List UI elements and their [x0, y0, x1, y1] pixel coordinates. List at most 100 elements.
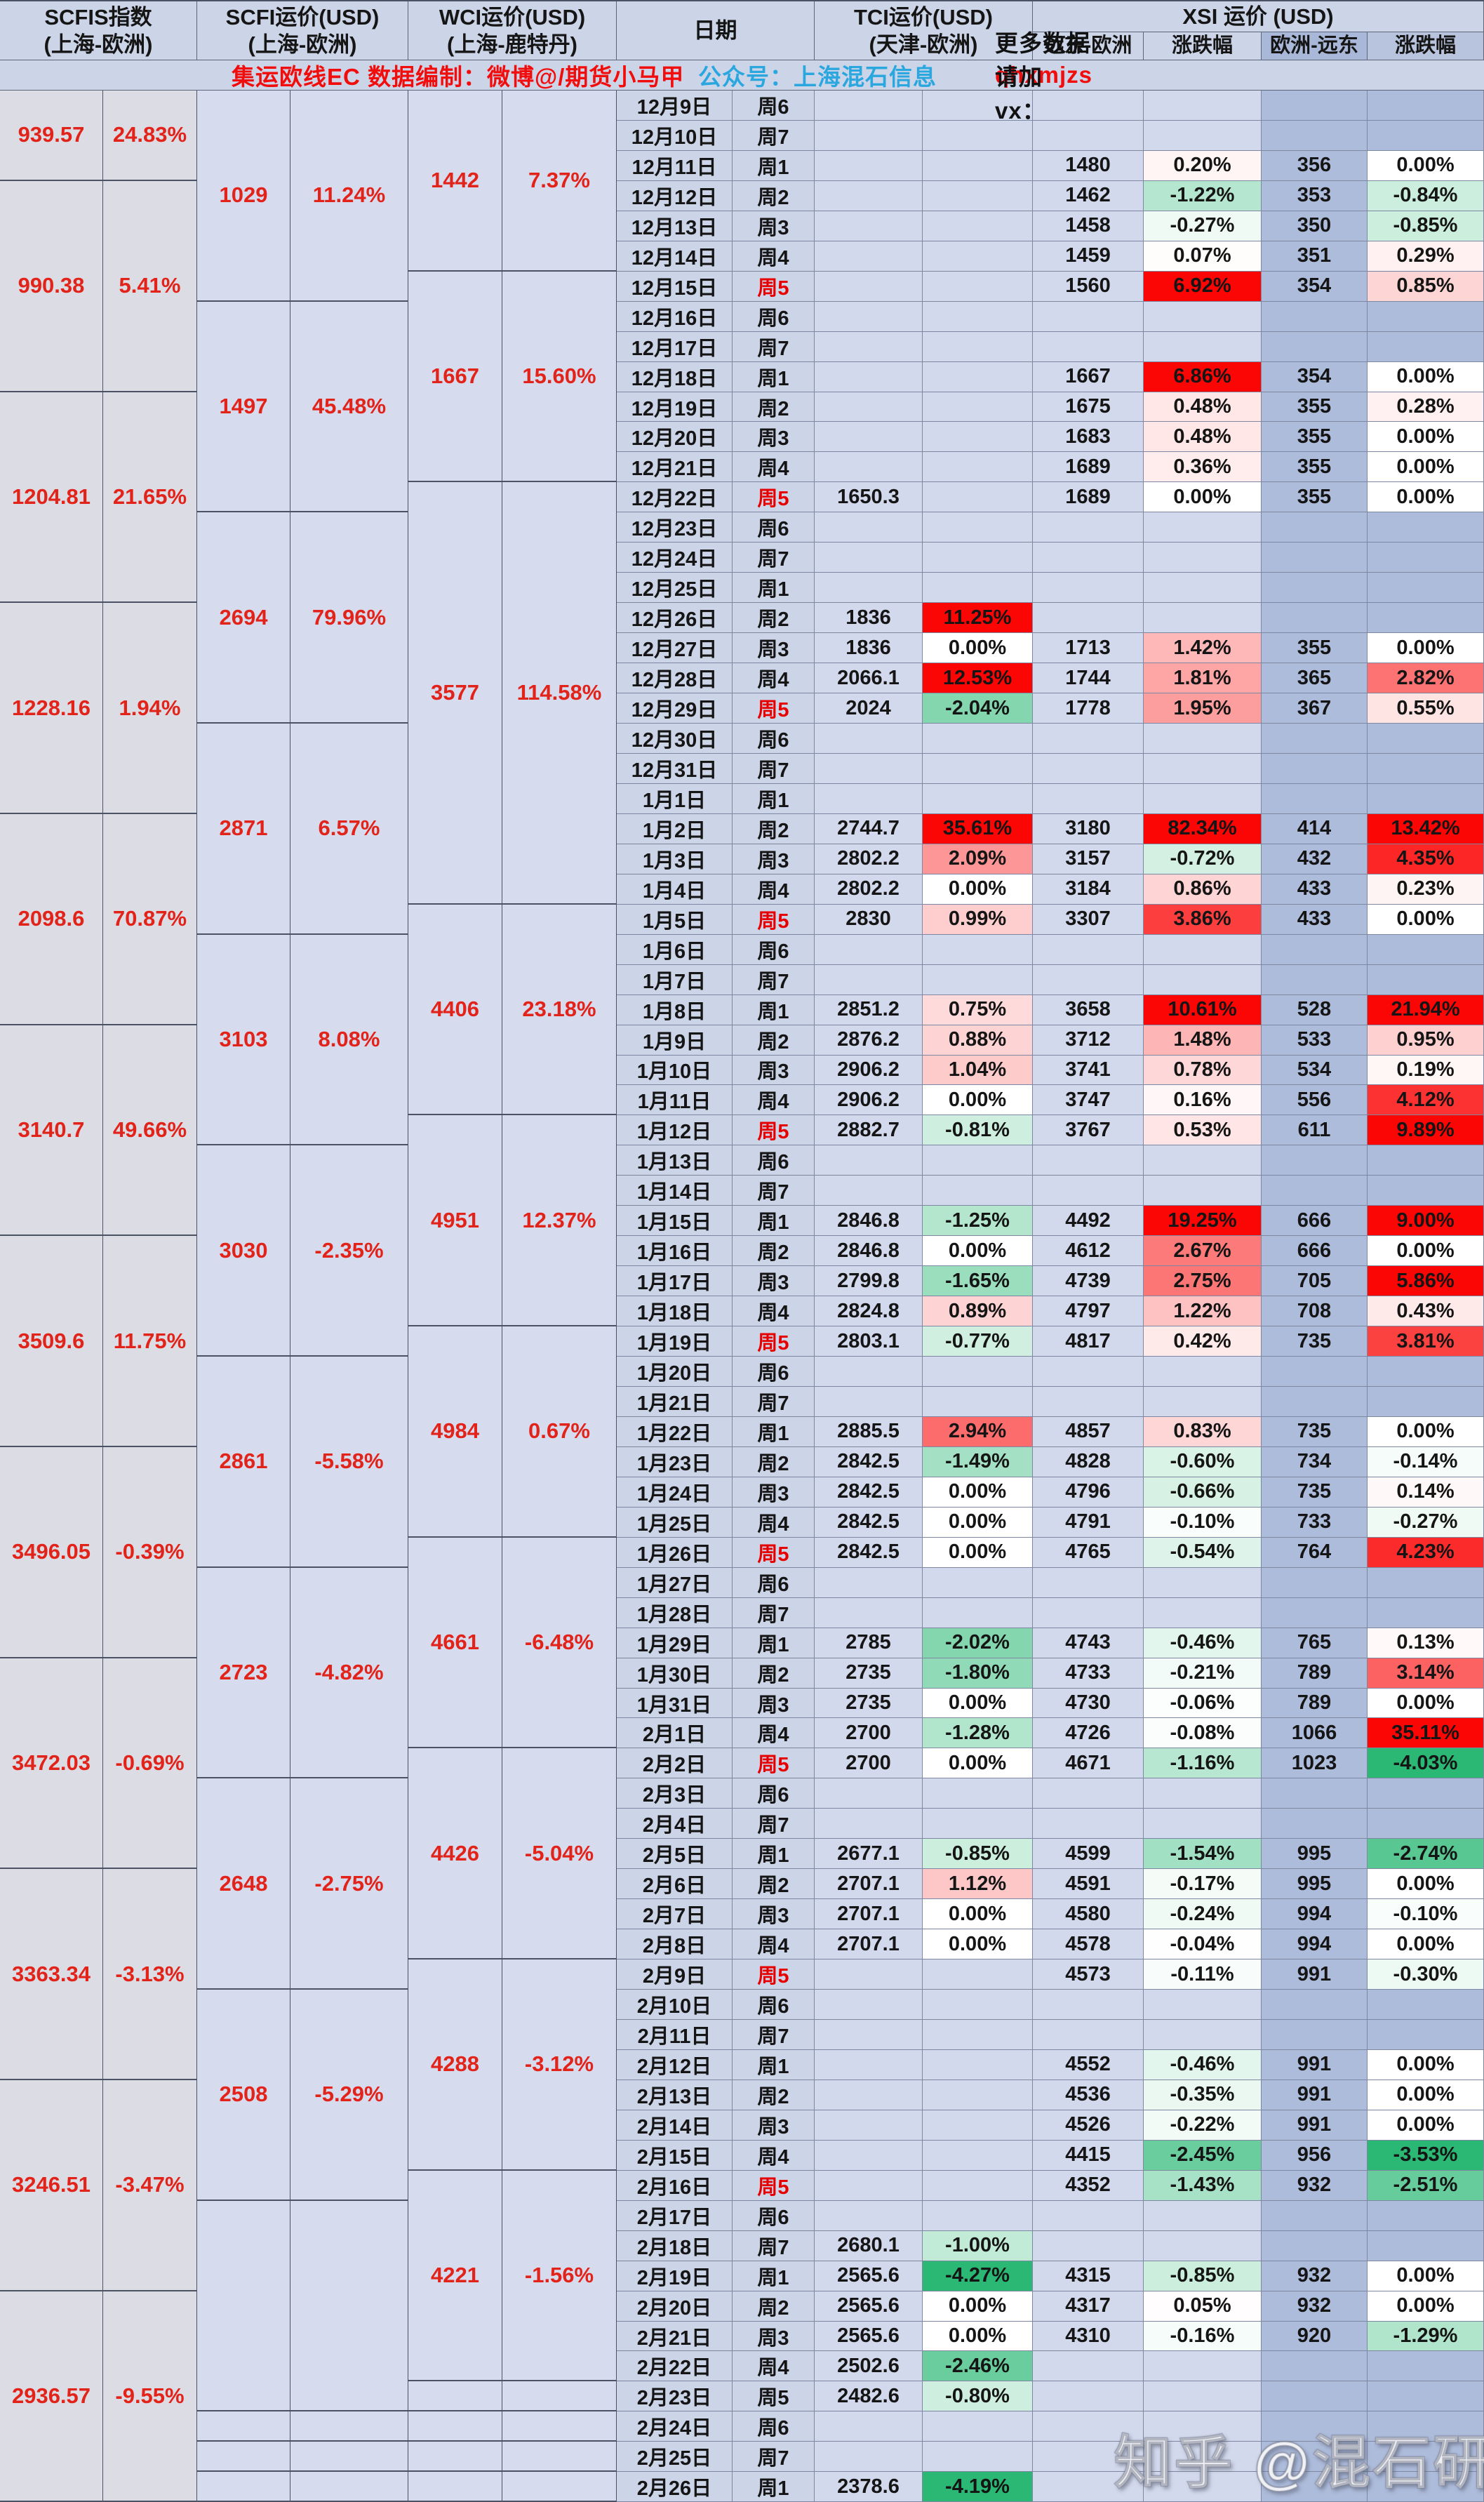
- xsi-fe-eu-pct: -0.46%: [1144, 2049, 1262, 2080]
- xsi-eu-fe-value: 705: [1262, 1266, 1368, 1297]
- xsi-fe-eu-pct: [1144, 301, 1262, 332]
- xsi-fe-eu-pct: [1144, 2020, 1262, 2050]
- scfis-pct: 49.66%: [103, 1025, 197, 1237]
- tci-value: 2830: [815, 904, 923, 935]
- xsi-eu-fe-pct: 0.00%: [1368, 633, 1484, 664]
- tci-pct: [923, 331, 1033, 362]
- xsi-fe-eu-pct: [1144, 783, 1262, 814]
- xsi-fe-eu-value: [1033, 91, 1144, 121]
- xsi-eu-fe-value: 666: [1262, 1206, 1368, 1237]
- tci-value: [815, 543, 923, 573]
- xsi-eu-fe-value: 991: [1262, 2049, 1368, 2080]
- xsi-eu-fe-value: 353: [1262, 180, 1368, 211]
- scfis-pct: -3.47%: [103, 2080, 197, 2291]
- xsi-fe-eu-value: [1033, 2472, 1144, 2502]
- weekday-cell: 周7: [733, 1386, 815, 1417]
- xsi-eu-fe-pct: 0.00%: [1368, 422, 1484, 453]
- tci-value: [815, 301, 923, 332]
- wci-value: [408, 2442, 502, 2473]
- scfis-pct: -0.39%: [103, 1446, 197, 1658]
- xsi-fe-eu-pct: -1.16%: [1144, 1748, 1262, 1779]
- tci-pct: -1.80%: [923, 1658, 1033, 1689]
- xsi-eu-fe-value: 994: [1262, 1929, 1368, 1960]
- xsi-eu-fe-value: [1262, 1176, 1368, 1206]
- scfi-value: [197, 2200, 290, 2412]
- xsi-fe-eu-value: 3712: [1033, 1025, 1144, 1056]
- xsi-fe-eu-pct: [1144, 2200, 1262, 2231]
- weekday-cell: 周1: [733, 150, 815, 181]
- weekday-cell: 周6: [733, 724, 815, 754]
- xsi-fe-eu-value: 3184: [1033, 874, 1144, 905]
- xsi-fe-eu-value: [1033, 120, 1144, 151]
- date-cell: 2月17日: [617, 2200, 733, 2231]
- scfi-pct: 8.08%: [290, 934, 408, 1146]
- tci-value: [815, 934, 923, 965]
- xsi-fe-eu-value: 1683: [1033, 422, 1144, 453]
- xsi-fe-eu-pct: [1144, 543, 1262, 573]
- xsi-eu-fe-value: [1262, 783, 1368, 814]
- xsi-fe-eu-value: [1033, 2230, 1144, 2261]
- date-cell: 2月13日: [617, 2080, 733, 2110]
- xsi-fe-eu-value: [1033, 573, 1144, 604]
- xsi-fe-eu-pct: 0.48%: [1144, 422, 1262, 453]
- xsi-eu-fe-value: 350: [1262, 211, 1368, 241]
- weekday-cell: 周6: [733, 2200, 815, 2231]
- tci-value: 2824.8: [815, 1296, 923, 1327]
- scfis-pct: 70.87%: [103, 813, 197, 1025]
- tci-pct: -0.77%: [923, 1326, 1033, 1357]
- weekday-cell: 周5: [733, 1959, 815, 1990]
- xsi-eu-fe-pct: [1368, 603, 1484, 634]
- date-cell: 2月18日: [617, 2230, 733, 2261]
- xsi-eu-fe-value: [1262, 2411, 1368, 2442]
- tci-pct: [923, 2411, 1033, 2442]
- tci-value: [815, 241, 923, 272]
- scfi-pct: 79.96%: [290, 512, 408, 724]
- tci-pct: -2.02%: [923, 1628, 1033, 1658]
- xsi-fe-eu-value: 4730: [1033, 1688, 1144, 1719]
- tci-value: [815, 150, 923, 181]
- weekday-cell: 周6: [733, 1567, 815, 1598]
- xsi-eu-fe-value: 733: [1262, 1507, 1368, 1538]
- xsi-eu-fe-pct: [1368, 1778, 1484, 1809]
- xsi-fe-eu-pct: -0.11%: [1144, 1959, 1262, 1990]
- weekday-cell: 周1: [733, 1206, 815, 1237]
- xsi-fe-eu-value: [1033, 1145, 1144, 1176]
- xsi-eu-fe-pct: -4.03%: [1368, 1748, 1484, 1779]
- weekday-cell: 周6: [733, 1990, 815, 2020]
- tci-value: [815, 180, 923, 211]
- xsi-eu-fe-value: 355: [1262, 482, 1368, 513]
- xsi-eu-fe-value: 354: [1262, 361, 1368, 392]
- xsi-fe-eu-value: [1033, 2442, 1144, 2473]
- header-tci-title: TCI运价(USD): [853, 4, 994, 29]
- header-scfi-sub: (上海-欧洲): [248, 32, 357, 57]
- header-wci-title: WCI运价(USD): [439, 4, 586, 29]
- tci-value: [815, 573, 923, 604]
- xsi-eu-fe-pct: 2.82%: [1368, 663, 1484, 694]
- tci-pct: -1.00%: [923, 2230, 1033, 2261]
- date-cell: 1月25日: [617, 1507, 733, 1538]
- weekday-cell: 周2: [733, 180, 815, 211]
- xsi-eu-fe-pct: -2.51%: [1368, 2170, 1484, 2201]
- date-cell: 2月19日: [617, 2261, 733, 2291]
- tci-value: [815, 1567, 923, 1598]
- xsi-fe-eu-pct: 0.36%: [1144, 452, 1262, 483]
- xsi-eu-fe-value: [1262, 934, 1368, 965]
- xsi-eu-fe-value: 789: [1262, 1658, 1368, 1689]
- tci-value: [815, 2170, 923, 2201]
- tci-value: [815, 422, 923, 453]
- tci-value: [815, 211, 923, 241]
- xsi-fe-eu-value: 1458: [1033, 211, 1144, 241]
- tci-value: 2906.2: [815, 1055, 923, 1086]
- xsi-fe-eu-value: 4591: [1033, 1869, 1144, 1900]
- xsi-fe-eu-pct: 1.95%: [1144, 693, 1262, 724]
- xsi-fe-eu-value: 4857: [1033, 1416, 1144, 1447]
- date-cell: 12月21日: [617, 452, 733, 483]
- xsi-eu-fe-pct: 0.00%: [1368, 1688, 1484, 1719]
- date-cell: 1月7日: [617, 964, 733, 995]
- tci-pct: [923, 241, 1033, 272]
- wci-pct: -6.48%: [502, 1537, 617, 1749]
- scfi-pct: -5.58%: [290, 1357, 408, 1568]
- xsi-eu-fe-value: 355: [1262, 422, 1368, 453]
- tci-pct: -1.65%: [923, 1266, 1033, 1297]
- tci-pct: -4.19%: [923, 2472, 1033, 2502]
